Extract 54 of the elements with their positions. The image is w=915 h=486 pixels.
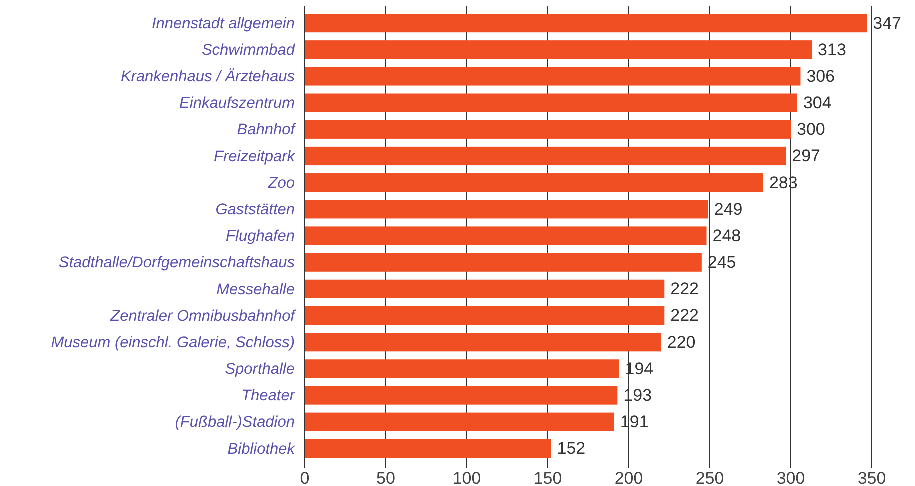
data-label: 304 (803, 94, 832, 113)
y-tick-label: Bibliothek (228, 440, 296, 458)
y-tick-label: Zentraler Omnibusbahnhof (110, 308, 297, 325)
bar (305, 306, 665, 326)
y-tick-label: Zoo (267, 174, 296, 192)
x-tick-label: 100 (452, 469, 482, 486)
y-tick-label: Gaststätten (216, 202, 295, 219)
data-label: 222 (670, 306, 700, 326)
data-label: 347 (873, 14, 902, 33)
y-tick-label: Freizeitpark (214, 148, 296, 166)
y-tick-label: (Fußball-)Stadion (175, 414, 295, 432)
x-tick-label: 250 (696, 469, 724, 486)
y-tick-label: Museum (einschl. Galerie, Schloss) (51, 334, 295, 352)
data-label: 313 (818, 40, 846, 60)
bar (305, 14, 868, 33)
data-label: 220 (667, 332, 696, 352)
y-tick-label: Schwimmbad (202, 42, 296, 59)
bar (305, 174, 764, 192)
data-label: 297 (792, 146, 821, 166)
x-tick-label: 50 (376, 469, 396, 486)
y-tick-label: Messehalle (216, 281, 296, 298)
y-tick-label: Bahnhof (237, 122, 297, 139)
bar (305, 360, 620, 378)
bar (305, 386, 618, 405)
x-tick-label: 0 (300, 469, 310, 486)
data-label: 222 (670, 280, 700, 299)
x-tick-label: 350 (858, 469, 886, 486)
bar (305, 226, 707, 246)
bar (305, 253, 702, 272)
bar (305, 333, 662, 352)
x-tick-label: 200 (614, 469, 644, 486)
y-tick-label: Einkaufszentrum (180, 95, 296, 112)
bar (305, 67, 801, 86)
y-tick-label: Krankenhaus / Ärztehaus (120, 68, 296, 86)
bar (305, 120, 791, 139)
bar (305, 94, 798, 112)
data-label: 300 (797, 120, 826, 140)
x-tick-label: 150 (534, 469, 562, 486)
bar (305, 40, 812, 60)
x-tick-label: 300 (776, 469, 806, 486)
bar (305, 412, 614, 432)
bar (305, 280, 665, 298)
bar (305, 439, 552, 458)
y-tick-label: Innenstadt allgemein (152, 15, 295, 32)
data-label: 306 (806, 66, 836, 86)
y-tick-label: Stadthalle/Dorfgemeinschaftshaus (58, 254, 296, 272)
y-tick-label: Sporthalle (225, 361, 296, 378)
data-label: 249 (714, 200, 743, 219)
y-tick-label: Flughafen (226, 228, 295, 246)
bar (305, 200, 708, 219)
data-label: 152 (557, 439, 586, 458)
y-tick-label: Theater (242, 388, 296, 405)
data-label: 248 (712, 226, 742, 246)
bar (305, 146, 786, 166)
